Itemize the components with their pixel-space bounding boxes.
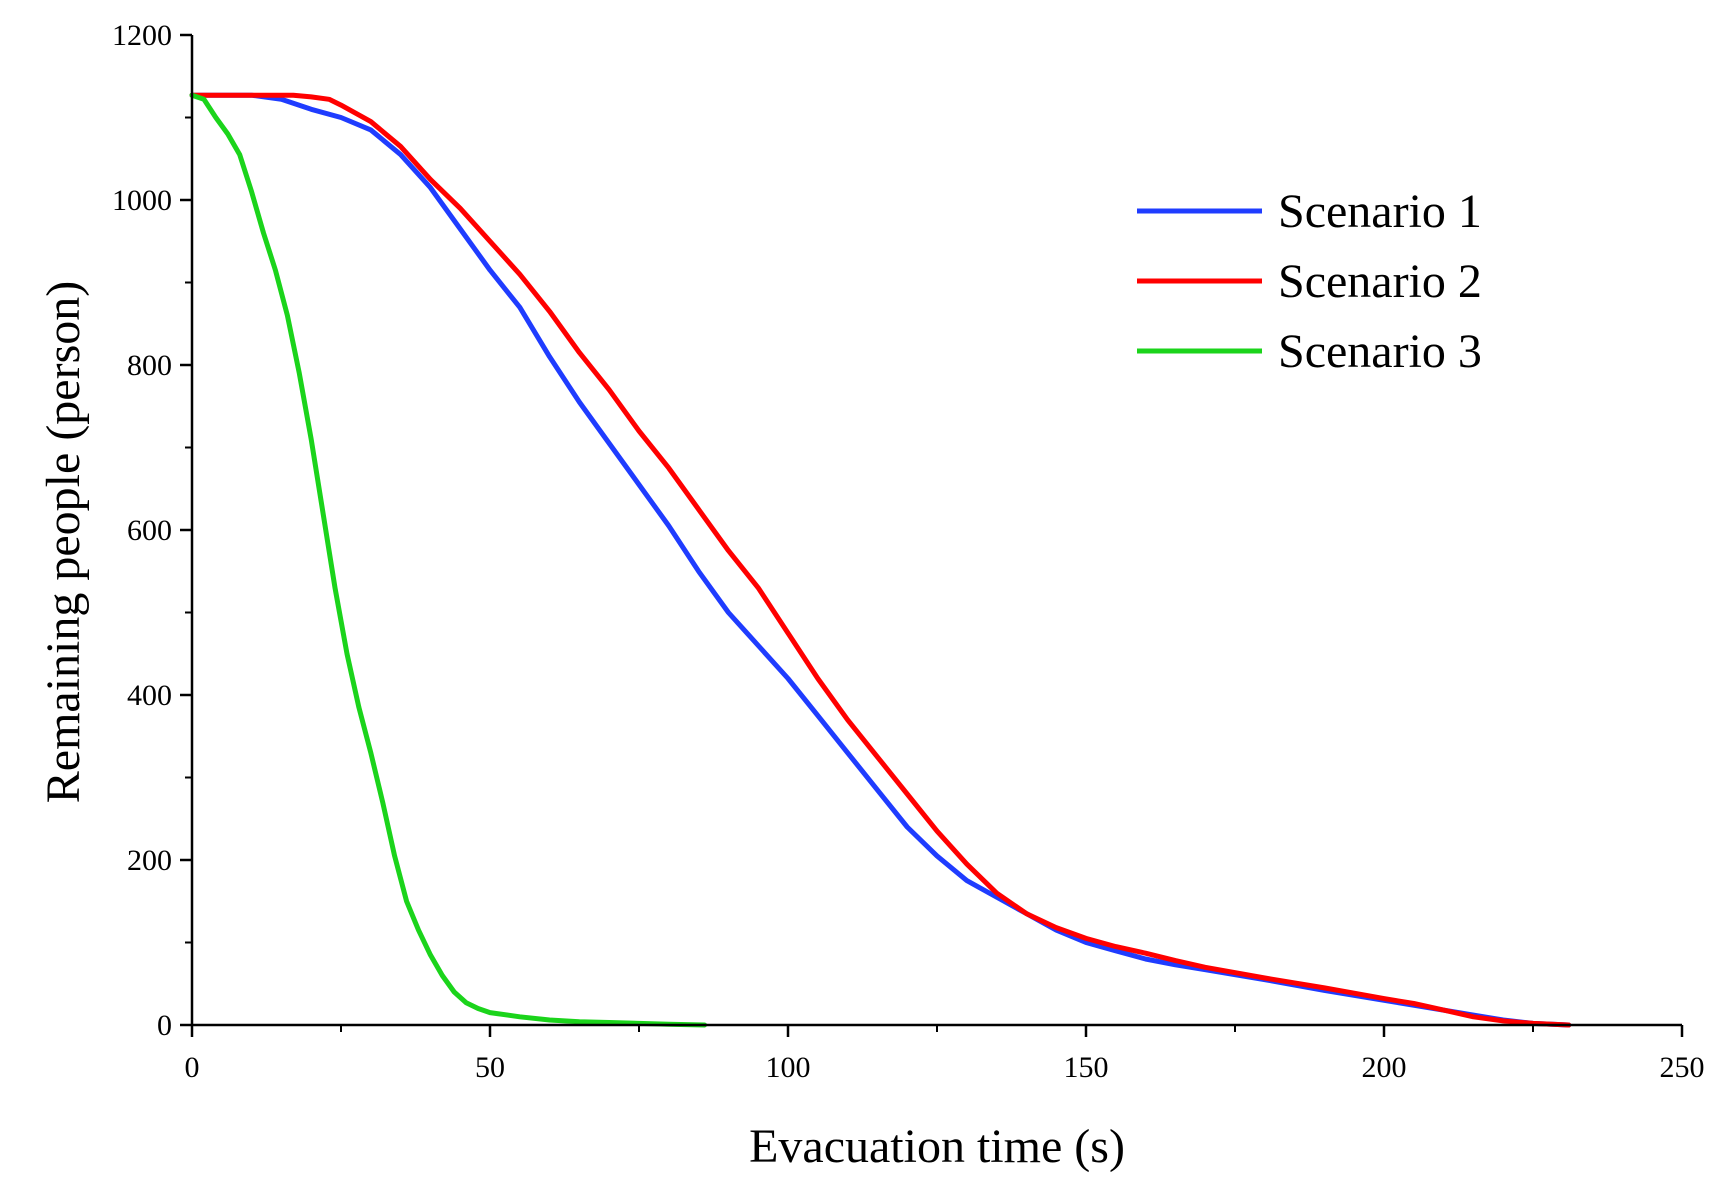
legend: Scenario 1 Scenario 2 Scenario 3 — [1137, 185, 1482, 378]
y-tick-label-4: 800 — [127, 349, 172, 382]
legend-label-3: Scenario 3 — [1278, 325, 1482, 378]
y-tick-label-2: 400 — [127, 679, 172, 712]
x-tick-label-5: 250 — [1660, 1051, 1705, 1084]
y-tick-label-1: 200 — [127, 844, 172, 877]
y-axis-title: Remaining people (person) — [37, 281, 90, 804]
legend-label-2: Scenario 2 — [1278, 255, 1482, 308]
y-tick-label-6: 1200 — [112, 19, 172, 52]
y-tick-label-3: 600 — [127, 514, 172, 547]
series-line-2 — [189, 92, 1572, 1028]
x-tick-label-3: 150 — [1064, 1051, 1109, 1084]
y-tick-label-5: 1000 — [112, 184, 172, 217]
x-tick-label-2: 100 — [766, 1051, 811, 1084]
x-axis-title: Evacuation time (s) — [749, 1120, 1125, 1173]
legend-label-1: Scenario 1 — [1278, 185, 1482, 238]
x-tick-label-4: 200 — [1362, 1051, 1407, 1084]
x-tick-label-1: 50 — [475, 1051, 505, 1084]
y-tick-label-0: 0 — [157, 1009, 172, 1042]
series-line-3 — [189, 92, 708, 1028]
series-layer — [189, 92, 1572, 1028]
axes-layer: 0 50 100 150 200 250 0 200 400 600 800 1000 1200 — [112, 19, 1705, 1084]
x-tick-label-0: 0 — [185, 1051, 200, 1084]
